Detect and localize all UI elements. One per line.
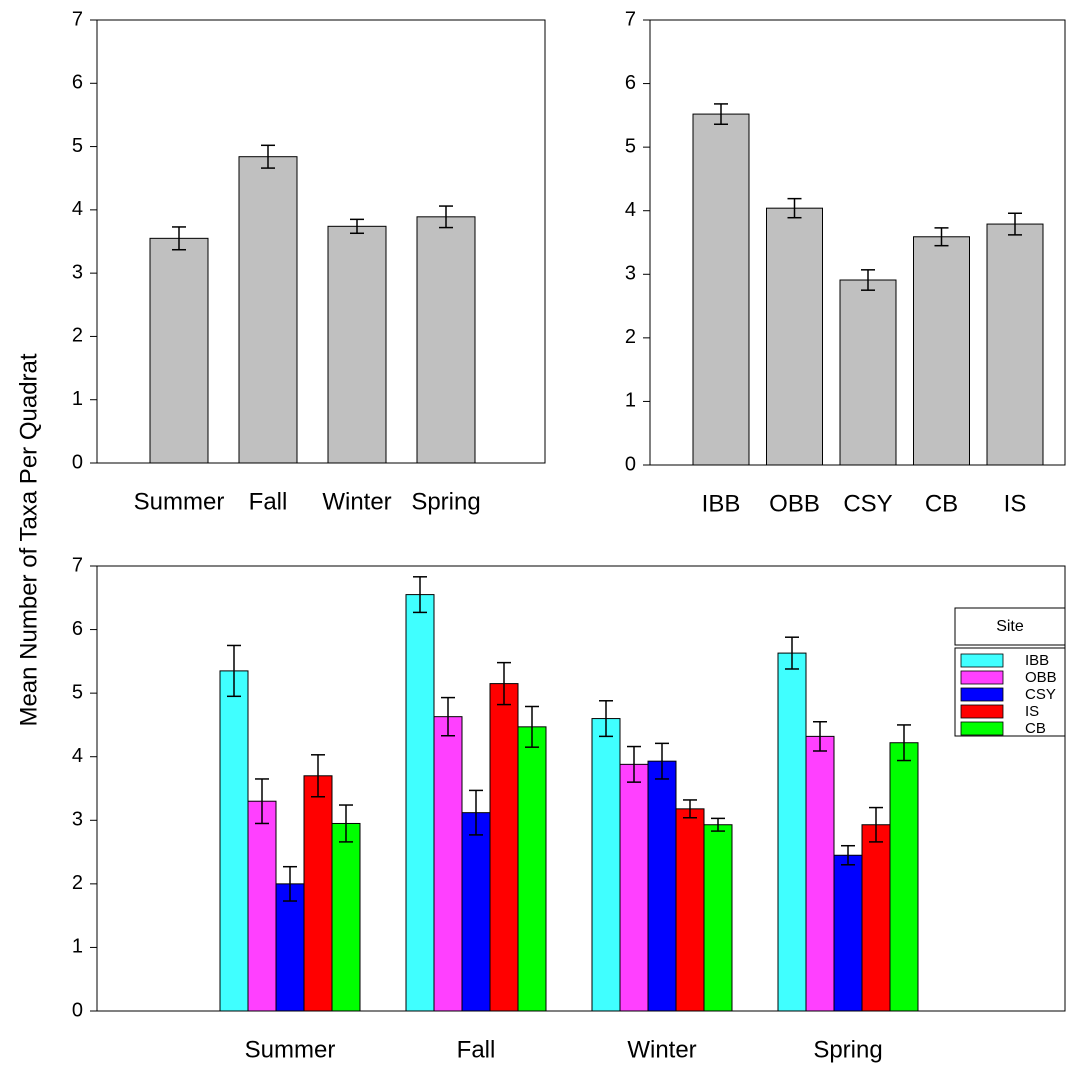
- bar: [777, 652, 807, 1012]
- bar: [675, 808, 705, 1012]
- x-tick-label: Spring: [813, 1036, 882, 1063]
- bar: [805, 735, 835, 1012]
- y-tick-label: 7: [625, 8, 636, 30]
- y-tick-label: 0: [625, 453, 636, 475]
- y-tick-label: 5: [625, 135, 636, 157]
- y-tick-label: 3: [72, 261, 83, 283]
- x-tick-label: IS: [1004, 490, 1027, 517]
- bar: [247, 800, 277, 1012]
- y-tick-label: 2: [72, 325, 83, 347]
- y-tick-label: 0: [72, 999, 83, 1021]
- bar: [913, 236, 970, 466]
- plot-frame: [96, 565, 1066, 1012]
- y-tick-label: 3: [72, 809, 83, 831]
- y-tick-label: 7: [72, 554, 83, 576]
- bar: [405, 594, 435, 1012]
- bar: [647, 760, 677, 1012]
- x-tick-label: Summer: [245, 1036, 336, 1063]
- bar: [461, 812, 491, 1012]
- y-tick-label: 6: [72, 618, 83, 640]
- y-tick-label: 4: [625, 199, 636, 221]
- y-tick-label: 0: [72, 451, 83, 473]
- y-tick-label: 3: [625, 263, 636, 285]
- bar: [839, 279, 897, 466]
- bar: [331, 822, 361, 1012]
- y-tick-label: 1: [625, 390, 636, 412]
- bar: [703, 824, 733, 1012]
- bar: [986, 223, 1044, 466]
- y-tick-label: 5: [72, 681, 83, 703]
- y-tick-label: 6: [72, 72, 83, 94]
- x-tick-label: Summer: [134, 488, 225, 515]
- legend-label: IS: [1025, 703, 1039, 720]
- x-tick-label: Spring: [411, 488, 480, 515]
- y-tick-label: 6: [625, 72, 636, 94]
- bar: [149, 237, 209, 464]
- bar: [219, 670, 249, 1012]
- bar: [275, 883, 305, 1012]
- legend-swatch: [960, 670, 1004, 685]
- y-tick-label: 1: [72, 388, 83, 410]
- bar: [489, 683, 519, 1012]
- legend-swatch: [960, 721, 1004, 736]
- x-tick-label: Fall: [249, 488, 288, 515]
- y-tick-label: 5: [72, 135, 83, 157]
- y-axis-label: Mean Number of Taxa Per Quadrat: [15, 353, 42, 726]
- y-tick-label: 4: [72, 198, 83, 220]
- x-tick-label: CB: [925, 490, 958, 517]
- legend-swatch: [960, 653, 1004, 668]
- x-tick-label: IBB: [702, 490, 741, 517]
- bar: [833, 854, 863, 1012]
- y-tick-label: 2: [625, 326, 636, 348]
- legend-swatch: [960, 687, 1004, 702]
- y-tick-label: 1: [72, 936, 83, 958]
- bar: [433, 716, 463, 1012]
- bar: [766, 207, 823, 466]
- legend-title-box: [954, 607, 1066, 646]
- x-tick-label: Winter: [322, 488, 391, 515]
- legend-label: CSY: [1025, 686, 1056, 703]
- bar: [889, 742, 919, 1012]
- bar: [591, 718, 621, 1012]
- bar: [416, 216, 476, 464]
- plot-frame: [96, 19, 546, 464]
- x-tick-label: OBB: [769, 490, 820, 517]
- legend-label: CB: [1025, 720, 1046, 737]
- x-tick-label: Winter: [627, 1036, 696, 1063]
- legend-title: Site: [996, 618, 1024, 635]
- bar: [517, 726, 547, 1012]
- y-tick-label: 2: [72, 872, 83, 894]
- bar: [692, 113, 750, 466]
- legend-swatch: [960, 704, 1004, 719]
- legend-label: IBB: [1025, 652, 1049, 669]
- bar: [861, 824, 891, 1012]
- bar: [303, 775, 333, 1012]
- x-tick-label: Fall: [457, 1036, 496, 1063]
- y-tick-label: 4: [72, 745, 83, 767]
- bar: [327, 225, 387, 464]
- x-tick-label: CSY: [843, 490, 892, 517]
- y-tick-label: 7: [72, 8, 83, 30]
- legend-label: OBB: [1025, 669, 1057, 686]
- bar: [619, 763, 649, 1012]
- bar: [238, 156, 298, 464]
